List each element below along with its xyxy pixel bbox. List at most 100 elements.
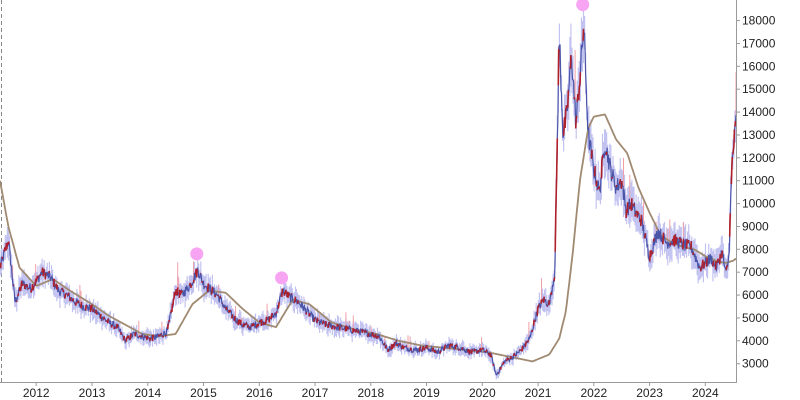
price-up-segment bbox=[180, 290, 183, 294]
price-up-segment bbox=[258, 319, 261, 323]
price-up-segment bbox=[573, 97, 576, 100]
price-up-segment bbox=[601, 155, 604, 161]
price-up-segment bbox=[255, 324, 258, 328]
price-up-segment bbox=[619, 179, 622, 184]
price-up-segment bbox=[32, 286, 35, 291]
price-up-segment bbox=[576, 94, 579, 102]
price-up-segment bbox=[383, 343, 386, 346]
price-up-segment bbox=[225, 306, 228, 311]
price-up-segment bbox=[94, 309, 97, 314]
price-up-segment bbox=[277, 301, 280, 308]
highlight-marker[interactable] bbox=[190, 247, 204, 261]
y-tick-label: 16000 bbox=[742, 59, 776, 73]
price-up-segment bbox=[419, 346, 422, 348]
price-up-segment bbox=[333, 326, 336, 330]
price-up-segment bbox=[662, 232, 665, 245]
price-up-segment bbox=[620, 187, 623, 189]
highlight-marker[interactable] bbox=[275, 271, 289, 285]
price-up-segment bbox=[74, 301, 77, 306]
price-up-segment bbox=[703, 261, 706, 269]
price-up-segment bbox=[643, 235, 646, 239]
price-up-segment bbox=[65, 292, 67, 295]
price-up-segment bbox=[314, 316, 316, 319]
x-tick-label: 2021 bbox=[525, 386, 552, 400]
price-up-segment bbox=[353, 328, 356, 333]
price-up-segment bbox=[174, 289, 177, 296]
y-tick-layer: 3000 4000 5000 6000 7000 8000 9000 10000 11000 12… bbox=[736, 14, 776, 371]
price-up-segment bbox=[454, 345, 457, 350]
price-up-segment bbox=[405, 345, 408, 348]
price-up-segment bbox=[396, 343, 399, 347]
price-up-segment bbox=[17, 293, 20, 297]
x-tick-label: 2015 bbox=[190, 386, 217, 400]
price-up-segment bbox=[467, 348, 470, 353]
price-up-segment bbox=[228, 310, 232, 313]
price-up-segment bbox=[44, 272, 47, 280]
price-up-segment bbox=[30, 289, 33, 293]
y-tick-label: 9000 bbox=[742, 220, 769, 234]
price-up-segment bbox=[444, 344, 447, 347]
price-up-segment bbox=[0, 262, 2, 269]
price-up-segment bbox=[567, 90, 570, 108]
price-up-segment bbox=[669, 242, 672, 246]
price-up-segment bbox=[364, 329, 367, 333]
price-up-segment bbox=[120, 332, 123, 335]
price-up-segment bbox=[632, 204, 635, 207]
price-up-segment bbox=[134, 332, 137, 337]
price-up-segment bbox=[41, 267, 44, 273]
price-up-segment bbox=[507, 357, 510, 360]
price-up-segment bbox=[391, 344, 394, 347]
price-up-segment bbox=[31, 284, 34, 291]
price-up-segment bbox=[611, 176, 614, 179]
price-up-segment bbox=[548, 299, 551, 306]
price-up-segment bbox=[35, 279, 38, 282]
y-tick-label: 17000 bbox=[742, 37, 776, 51]
highlight-marker[interactable] bbox=[576, 0, 590, 12]
price-up-segment bbox=[61, 287, 64, 290]
price-up-segment bbox=[652, 238, 655, 242]
price-up-segment bbox=[115, 323, 118, 329]
price-up-segment bbox=[144, 335, 147, 338]
price-up-segment bbox=[398, 343, 401, 346]
price-up-segment bbox=[555, 138, 559, 174]
price-up-segment bbox=[39, 274, 42, 277]
price-up-segment bbox=[173, 291, 176, 299]
price-layer bbox=[0, 28, 737, 376]
price-up-segment bbox=[477, 349, 480, 353]
price-up-segment bbox=[233, 315, 236, 322]
price-up-segment bbox=[271, 312, 274, 315]
price-up-segment bbox=[690, 241, 693, 250]
price-up-segment bbox=[211, 286, 214, 294]
price-up-segment bbox=[377, 335, 380, 338]
price-up-segment bbox=[322, 320, 325, 325]
price-up-segment bbox=[532, 319, 535, 326]
price-up-segment bbox=[620, 180, 623, 188]
price-up-segment bbox=[374, 335, 377, 338]
price-up-segment bbox=[327, 323, 330, 329]
price-up-segment bbox=[188, 284, 191, 286]
price-up-segment bbox=[27, 287, 30, 290]
price-up-segment bbox=[168, 319, 171, 323]
price-up-segment bbox=[18, 286, 21, 292]
price-up-segment bbox=[242, 323, 245, 326]
price-up-segment bbox=[687, 239, 690, 244]
price-up-segment bbox=[357, 330, 360, 334]
price-up-segment bbox=[286, 291, 289, 298]
price-up-segment bbox=[537, 304, 540, 308]
x-tick-label: 2017 bbox=[302, 386, 329, 400]
price-up-segment bbox=[489, 352, 492, 357]
price-up-segment bbox=[596, 188, 599, 190]
price-up-segment bbox=[138, 335, 140, 338]
price-up-segment bbox=[470, 349, 473, 354]
x-tick-label: 2013 bbox=[79, 386, 106, 400]
price-up-segment bbox=[639, 218, 642, 223]
price-up-segment bbox=[316, 317, 319, 323]
price-up-segment bbox=[216, 294, 219, 297]
price-up-segment bbox=[201, 280, 204, 283]
price-up-segment bbox=[231, 315, 234, 319]
price-up-segment bbox=[218, 295, 222, 299]
price-up-segment bbox=[635, 210, 638, 214]
price-up-segment bbox=[431, 347, 434, 350]
price-up-segment bbox=[733, 129, 736, 147]
